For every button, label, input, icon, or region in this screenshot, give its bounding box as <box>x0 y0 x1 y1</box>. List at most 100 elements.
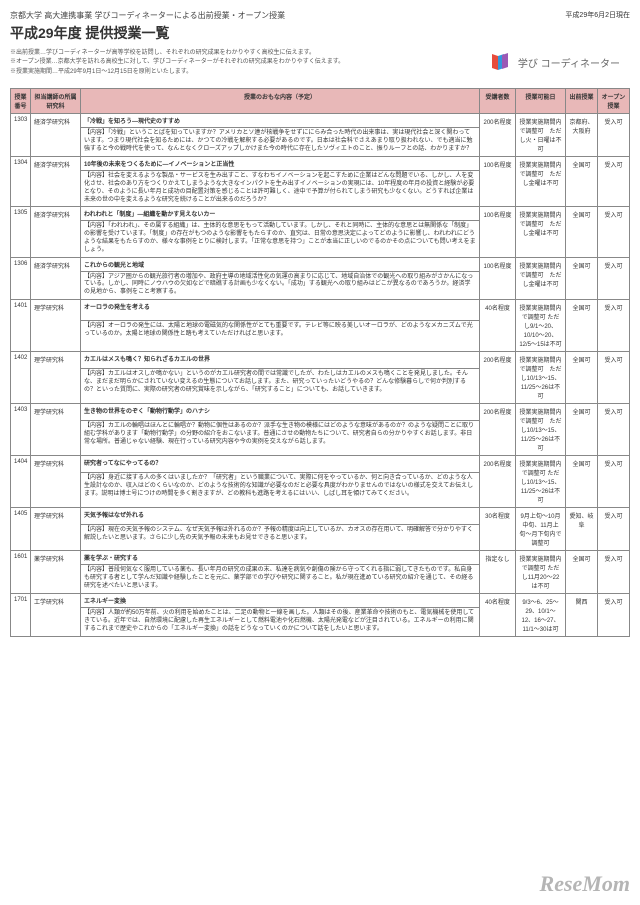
cell-dept: 理学研究科 <box>31 403 81 455</box>
cell-open: 受入可 <box>598 351 630 403</box>
cell-area: 愛知、岐阜 <box>566 507 598 550</box>
cell-cap: 指定なし <box>480 550 516 593</box>
cell-area: 全国可 <box>566 403 598 455</box>
cell-cap: 200名程度 <box>480 455 516 507</box>
cell-open: 受入可 <box>598 455 630 507</box>
table-row: 1403理学研究科生き物の世界をのぞく「動物行動学」のハナシ200名程度授業実施… <box>11 403 630 420</box>
cell-date: 授業実施期間内で調整可 ただし10/13〜15、11/25〜26は不可 <box>516 455 566 507</box>
table-row: 1404理学研究科研究者ってなにやってるの？200名程度授業実施期間内で調整可 … <box>11 455 630 472</box>
cell-body: 【内容】普段何気なく服用している薬も、長い年月の研究の成果の末、私達を病気や創傷… <box>81 565 480 594</box>
cell-open: 受入可 <box>598 403 630 455</box>
cell-date: 授業実施期間内で調整可 ただし10/13〜15、11/25〜26は不可 <box>516 351 566 403</box>
th-cap: 受講者数 <box>480 89 516 114</box>
header-subtitle: 京都大学 高大連携事業 学びコーディネーターによる出前授業・オープン授業 <box>10 10 565 21</box>
cell-body: 【内容】社会を変えるような製品・サービスを生み出すこと、すなわちイノベーションを… <box>81 171 480 207</box>
cell-num: 1303 <box>11 114 31 157</box>
cell-num: 1401 <box>11 299 31 351</box>
cell-title: 10年後の未来をつくるために―イノベーションと正当性 <box>81 157 480 171</box>
table-row: 1305経済学研究科われわれと「制度」―組織を動かす見えないカー100名程度授業… <box>11 207 630 221</box>
cell-open: 受入可 <box>598 507 630 550</box>
table-row: 1304経済学研究科10年後の未来をつくるために―イノベーションと正当性100名… <box>11 157 630 171</box>
cell-cap: 200名程度 <box>480 403 516 455</box>
cell-num: 1304 <box>11 157 31 207</box>
cell-date: 9/3〜6、25〜29、10/1〜12、16〜27、11/1〜30は可 <box>516 593 566 636</box>
th-dept: 担当講師の所属研究科 <box>31 89 81 114</box>
cell-cap: 100名程度 <box>480 157 516 207</box>
cell-area: 全国可 <box>566 207 598 257</box>
th-area: 出前授業 <box>566 89 598 114</box>
cell-open: 受入可 <box>598 207 630 257</box>
cell-num: 1404 <box>11 455 31 507</box>
th-date: 授業可能日 <box>516 89 566 114</box>
cell-title: これからの観光と地域 <box>81 257 480 271</box>
cell-area: 全国可 <box>566 351 598 403</box>
cell-num: 1402 <box>11 351 31 403</box>
cell-num: 1305 <box>11 207 31 257</box>
cell-dept: 理学研究科 <box>31 299 81 351</box>
cell-num: 1306 <box>11 257 31 299</box>
th-content: 授業のおもな内容（予定） <box>81 89 480 114</box>
cell-body: 【内容】「冷戦」ということばを知っていますか？アメリカとソ連が核戦争をせずににら… <box>81 128 480 157</box>
cell-dept: 理学研究科 <box>31 507 81 550</box>
cell-body: 【内容】「われわれ」、その属する組織」は、主体的な意思をもって活動しています。し… <box>81 221 480 257</box>
cell-date: 授業実施期間内で調整可 ただし金曜は不可 <box>516 157 566 207</box>
cell-title: 「冷戦」を知ろう―現代史のすすめ <box>81 114 480 128</box>
cell-open: 受入可 <box>598 114 630 157</box>
cell-cap: 40名程度 <box>480 593 516 636</box>
table-row: 1306経済学研究科これからの観光と地域100名程度授業実施期間内で調整可 ただ… <box>11 257 630 271</box>
cell-title: われわれと「制度」―組織を動かす見えないカー <box>81 207 480 221</box>
cell-dept: 経済学研究科 <box>31 207 81 257</box>
table-row: 1405理学研究科天気予報はなぜ外れる30名程度9月上旬〜10月中旬、11月上旬… <box>11 507 630 524</box>
cell-date: 授業実施期間内で調整可 ただし金曜は不可 <box>516 207 566 257</box>
table-row: 1401理学研究科オーロラの発生を考える40名程度授業実施期間内で調整可 ただし… <box>11 299 630 320</box>
cell-cap: 200名程度 <box>480 114 516 157</box>
cell-cap: 30名程度 <box>480 507 516 550</box>
cell-area: 全国可 <box>566 257 598 299</box>
cell-open: 受入可 <box>598 593 630 636</box>
cell-title: オーロラの発生を考える <box>81 299 480 320</box>
table-row: 1601薬学研究科薬を学ぶ・研究する指定なし授業実施期間内で調整可 ただし11月… <box>11 550 630 564</box>
courses-table: 授業番号 担当講師の所属研究科 授業のおもな内容（予定） 受講者数 授業可能日 … <box>10 88 630 637</box>
th-num: 授業番号 <box>11 89 31 114</box>
cell-dept: 経済学研究科 <box>31 257 81 299</box>
cell-body: 【内容】現在の天気予報のシステム、なぜ天気予報は外れるのか？予報の精度は向上して… <box>81 525 480 551</box>
cell-body: 【内容】アジア圏からの観光旅行者の増加や、政府主導の地域活性化の気運の高まりに応… <box>81 271 480 299</box>
cell-num: 1601 <box>11 550 31 593</box>
cell-dept: 経済学研究科 <box>31 114 81 157</box>
cell-area: 関西 <box>566 593 598 636</box>
cell-area: 京都府、大阪府 <box>566 114 598 157</box>
cell-title: 研究者ってなにやってるの？ <box>81 455 480 472</box>
cell-title: カエルはメスも鳴く？知られざるカエルの世界 <box>81 351 480 368</box>
cell-dept: 経済学研究科 <box>31 157 81 207</box>
cell-cap: 100名程度 <box>480 207 516 257</box>
cell-num: 1701 <box>11 593 31 636</box>
cell-date: 授業実施期間内で調整可 ただし火・日曜は不可 <box>516 114 566 157</box>
cell-area: 全国可 <box>566 299 598 351</box>
table-row: 1402理学研究科カエルはメスも鳴く？知られざるカエルの世界200名程度授業実施… <box>11 351 630 368</box>
cell-num: 1405 <box>11 507 31 550</box>
cell-cap: 200名程度 <box>480 351 516 403</box>
cell-title: 天気予報はなぜ外れる <box>81 507 480 524</box>
cell-date: 授業実施期間内で調整可 ただし金曜は不可 <box>516 257 566 299</box>
th-open: オープン授業 <box>598 89 630 114</box>
cell-dept: 工学研究科 <box>31 593 81 636</box>
cell-title: 薬を学ぶ・研究する <box>81 550 480 564</box>
cell-area: 全国可 <box>566 550 598 593</box>
cell-num: 1403 <box>11 403 31 455</box>
cell-area: 全国可 <box>566 455 598 507</box>
cell-body: 【内容】人類が約50万年前、火の利用を始めたことは、二足の動物と一線を画した。人… <box>81 608 480 637</box>
cell-body: 【内容】カエルはオスしか鳴かない」というのがカエル研究者の間では常識でしたが、わ… <box>81 369 480 404</box>
cell-date: 授業実施期間内で調整可 ただし9/1〜20、10/10〜20、12/5〜15は不… <box>516 299 566 351</box>
cell-body: 【内容】オーロラの発生には、太陽と地球の電磁気的な関係性がとても重要です。テレビ… <box>81 320 480 351</box>
table-row: 1701工学研究科エネルギー変換40名程度9/3〜6、25〜29、10/1〜12… <box>11 593 630 607</box>
page-title: 平成29年度 提供授業一覧 <box>10 23 565 43</box>
cell-open: 受入可 <box>598 299 630 351</box>
cell-open: 受入可 <box>598 157 630 207</box>
cell-date: 授業実施期間内で調整可 ただし10/13〜15、11/25〜26は不可 <box>516 403 566 455</box>
cell-cap: 100名程度 <box>480 257 516 299</box>
watermark: ReseMom <box>540 871 630 897</box>
book-icon <box>488 50 512 74</box>
table-row: 1303経済学研究科「冷戦」を知ろう―現代史のすすめ200名程度授業実施期間内で… <box>11 114 630 128</box>
cell-dept: 理学研究科 <box>31 351 81 403</box>
cell-open: 受入可 <box>598 550 630 593</box>
